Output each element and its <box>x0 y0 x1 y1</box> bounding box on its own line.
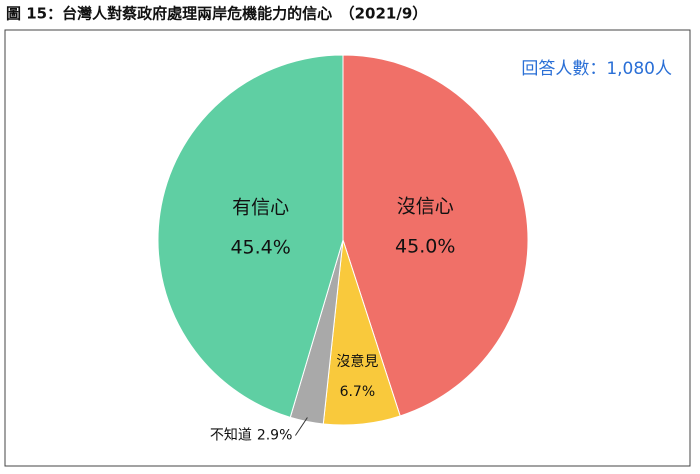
slice-label: 不知道 2.9% <box>210 426 293 443</box>
value-label: 2.9% <box>257 427 293 443</box>
pie-slice <box>342 54 529 417</box>
chart-title: 圖 15：台灣人對蔡政府處理兩岸危機能力的信心 （2021/9） <box>6 5 427 23</box>
category-label: 有信心 <box>232 197 289 219</box>
frame <box>4 29 691 467</box>
pie-slice <box>157 54 344 418</box>
value-label: 45.4% <box>230 237 290 259</box>
category-label: 沒意見 <box>336 353 378 370</box>
value-label: 6.7% <box>340 384 376 400</box>
value-label: 45.0% <box>395 235 455 257</box>
leader-line <box>294 417 308 436</box>
category-label: 不知道 <box>210 426 252 443</box>
category-label: 沒信心 <box>397 195 454 217</box>
annotation: 回答人數：1,080人 <box>521 59 672 79</box>
